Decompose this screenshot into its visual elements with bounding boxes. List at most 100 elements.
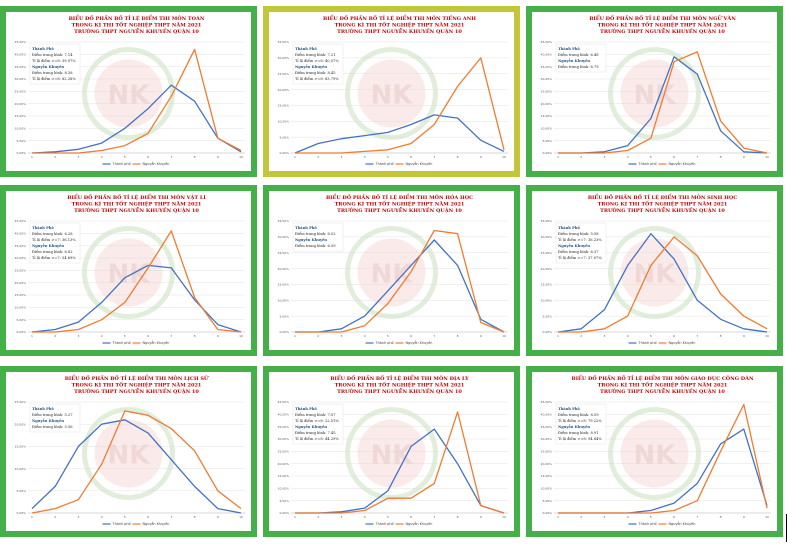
x-tick-label: 5 [387, 334, 389, 338]
y-tick-label: 5,00% [16, 489, 26, 493]
x-tick-label: 5 [124, 515, 126, 519]
stats-line: Tỉ lệ điểm >=7: 16.23% [558, 237, 602, 242]
stats-line: Nguyễn Khuyến [32, 64, 64, 69]
y-tick-label: 35,00% [278, 40, 290, 44]
stats-line: Thành Phố [558, 225, 580, 230]
chart-title-line: TRONG KÌ THI TỐT NGHIỆP THPT NĂM 2021 [335, 21, 465, 29]
chart-panel: NK BIỂU ĐỒ PHẦN BỐ TỈ LỆ ĐIỂM THI MÔN VẬT… [0, 185, 257, 356]
y-tick-label: 15,00% [15, 114, 27, 118]
school-logo-watermark: NK [345, 47, 438, 140]
logo-center [357, 59, 426, 128]
x-tick-label: 3 [603, 515, 605, 519]
y-tick-label: 40,00% [541, 413, 553, 417]
y-tick-label: 25,00% [541, 251, 553, 255]
chart-title-line: TRƯỜNG THPT NGUYỄN KHUYẾN QUẬN 10 [337, 387, 462, 395]
y-tick-label: 25,00% [541, 450, 553, 454]
stats-line: Tỉ lệ điểm >=7: 37.07% [558, 255, 602, 260]
y-tick-label: 35,00% [278, 425, 290, 429]
stats-line: Tỉ lệ điểm >=8: 40,57% [295, 58, 339, 63]
x-tick-label: 2 [580, 515, 582, 519]
chart-title-line: BIỂU ĐỒ PHẦN BỐ TỈ LỆ ĐIỂM THI MÔN NGỮ V… [589, 13, 736, 22]
x-tick-label: 4 [364, 334, 366, 338]
series-line [295, 239, 505, 333]
y-tick-label: 25,00% [15, 269, 27, 273]
y-tick-label: 0,00% [542, 511, 552, 515]
x-tick-label: 1 [294, 515, 296, 519]
chart-svg: NK BIỂU ĐỒ PHẦN BỐ TỈ LỆ ĐIỂM THI MÔN NGỮ… [541, 13, 771, 166]
x-tick-label: 4 [364, 515, 366, 519]
x-tick-label: 9 [217, 334, 219, 338]
x-tick-label: 9 [480, 515, 482, 519]
x-tick-label: 6 [673, 334, 675, 338]
legend-label: Thành phố [375, 341, 395, 345]
stats-box [29, 403, 81, 433]
stats-box [292, 403, 344, 445]
y-tick-label: 20,00% [15, 102, 27, 106]
x-tick-label: 9 [480, 155, 482, 159]
y-tick-label: 10,00% [541, 487, 553, 491]
x-tick-label: 1 [557, 515, 559, 519]
logo-ring [82, 407, 175, 500]
x-tick-label: 7 [696, 515, 698, 519]
y-tick-label: 5,00% [542, 314, 552, 318]
x-tick-label: 10 [239, 155, 243, 159]
y-tick-label: 45,00% [15, 40, 27, 44]
logo-ring [345, 47, 438, 140]
x-tick-label: 1 [31, 334, 33, 338]
logo-ring [608, 47, 701, 140]
y-tick-label: 0,00% [279, 330, 289, 334]
stats-line: Nguyễn Khuyến [32, 243, 64, 248]
y-tick-label: 15,00% [15, 293, 27, 297]
stats-line: Thành Phố [32, 225, 54, 230]
chart-panel: NK BIỂU ĐỒ PHẦN BỐ TỈ LỆ ĐIỂM THI MÔN LỊC… [0, 366, 257, 537]
x-tick-label: 6 [147, 515, 149, 519]
x-tick-label: 4 [101, 155, 103, 159]
y-tick-label: 30,00% [15, 256, 27, 260]
stats-line: Nguyễn Khuyến [558, 243, 590, 248]
chart-title-line: TRONG KÌ THI TỐT NGHIỆP THPT NĂM 2021 [335, 381, 465, 389]
series-line [31, 419, 242, 514]
stats-line: Tỉ lệ điểm >=8: 22.51% [295, 418, 339, 423]
x-tick-label: 7 [170, 155, 172, 159]
stats-line: Điểm trung bình: 6.59 [295, 243, 336, 248]
chart-title-line: TRONG KÌ THI TỐT NGHIỆP THPT NĂM 2021 [598, 21, 728, 29]
chart-panel: NK BIỂU ĐỒ PHẦN BỐ TỈ LỆ ĐIỂM THI MÔN GIÁ… [526, 366, 783, 537]
y-tick-label: 25,00% [15, 400, 27, 404]
school-logo-watermark: NK [345, 226, 438, 319]
series-line [558, 403, 768, 514]
stats-line: Nguyễn Khuyến [295, 424, 327, 429]
series-line [31, 84, 242, 154]
legend-label: Thành phố [375, 162, 395, 166]
y-tick-label: 0,00% [16, 151, 26, 155]
y-tick-label: 5,00% [16, 318, 26, 322]
y-tick-label: 45,00% [278, 400, 290, 404]
chart-title-line: TRƯỜNG THPT NGUYỄN KHUYẾN QUẬN 10 [600, 387, 725, 395]
y-tick-label: 5,00% [279, 499, 289, 503]
legend-label: Nguyễn Khuyến [406, 161, 433, 166]
x-tick-label: 8 [720, 515, 722, 519]
legend-label: Thành phố [112, 522, 132, 526]
school-logo-watermark: NK [82, 47, 175, 140]
stats-line: Điểm trung bình: 8.59 [558, 412, 599, 417]
y-tick-label: 5,00% [542, 499, 552, 503]
chart-panel: NK BIỂU ĐỒ PHẦN BỐ TỈ LỆ ĐIỂM THI MÔN SIN… [526, 185, 783, 356]
y-tick-label: 10,00% [541, 127, 553, 131]
x-tick-label: 8 [194, 515, 196, 519]
stats-line: Thành Phố [558, 406, 580, 411]
chart-panel: NK BIỂU ĐỒ PHẦN BỐ TỈ LỆ ĐIỂM THI MÔN NGỮ… [526, 6, 783, 177]
x-tick-label: 4 [627, 515, 629, 519]
stats-box [29, 222, 81, 264]
x-tick-label: 3 [340, 515, 342, 519]
x-tick-label: 4 [364, 155, 366, 159]
y-tick-label: 25,00% [15, 90, 27, 94]
y-tick-label: 30,00% [278, 437, 290, 441]
y-tick-label: 10,00% [278, 487, 290, 491]
y-tick-label: 20,00% [541, 267, 553, 271]
stats-line: Tỉ lệ điểm >=7: 36.13% [32, 237, 76, 242]
x-tick-label: 2 [54, 515, 56, 519]
logo-center [620, 419, 689, 488]
y-tick-label: 45,00% [541, 40, 553, 44]
chart-title-line: TRƯỜNG THPT NGUYỄN KHUYẾN QUẬN 10 [337, 27, 462, 35]
x-tick-label: 6 [673, 515, 675, 519]
y-tick-label: 15,00% [278, 474, 290, 478]
